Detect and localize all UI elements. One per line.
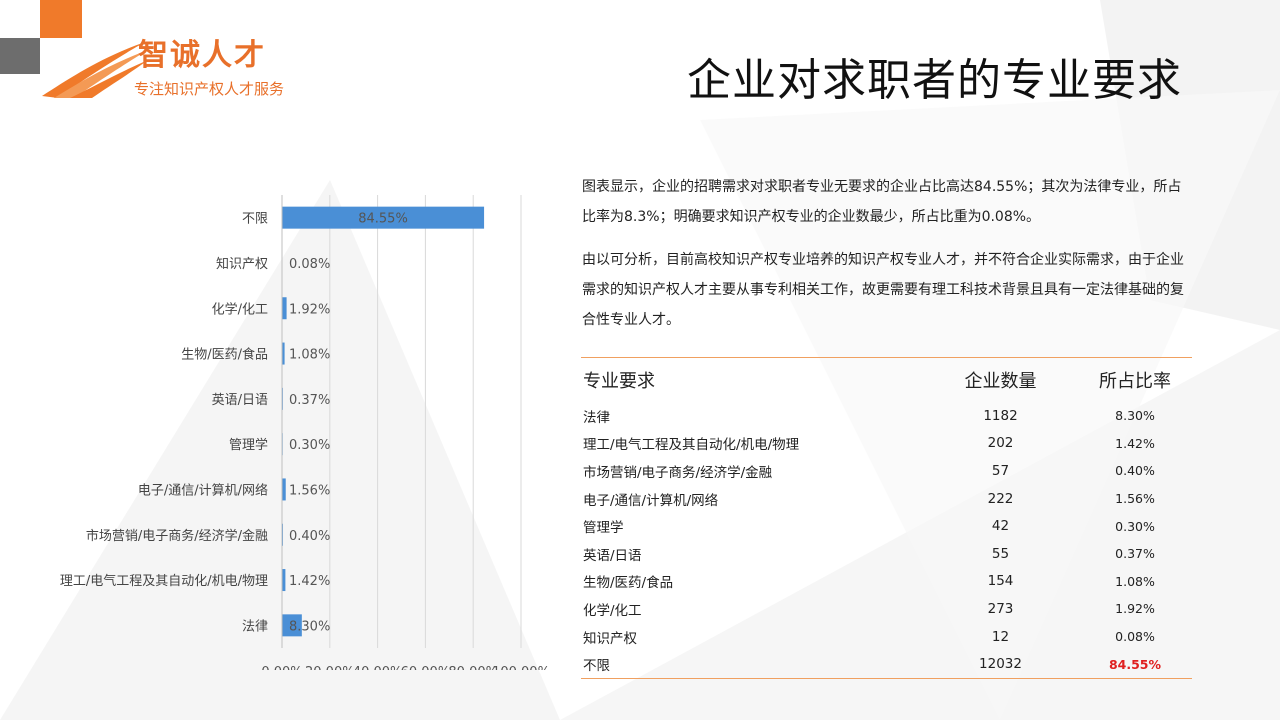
table-top-rule — [581, 357, 1192, 358]
x-tick-label: 40.00% — [353, 665, 403, 670]
table-cell-count: 273 — [987, 600, 1014, 617]
table-cell-count: 55 — [991, 545, 1010, 562]
table-cell-major: 市场营销/电子商务/经济学/金融 — [583, 464, 773, 481]
table-cell-major: 知识产权 — [583, 630, 637, 647]
table-cell-count: 12032 — [979, 656, 1022, 673]
table-cell-count: 154 — [987, 573, 1014, 590]
table-cell-major: 电子/通信/计算机/网络 — [583, 492, 719, 509]
table-cell-ratio: 0.40% — [1115, 463, 1155, 479]
logo-orange-square — [40, 0, 82, 38]
logo: 智诚人才 专注知识产权人才服务 — [0, 0, 320, 110]
table-cell-major: 理工/电气工程及其自动化/机电/物理 — [583, 437, 800, 454]
table-cell-count: 222 — [987, 490, 1014, 507]
page-title: 企业对求职者的专业要求 — [687, 55, 1182, 106]
table-row: 生物/医药/食品 154 1.08% — [581, 568, 1192, 596]
x-tick-label: 100.00% — [492, 665, 550, 670]
data-table: 专业要求 企业数量 所占比率 法律 1182 8.30% 理工/电气工程及其自动化/机… — [581, 357, 1192, 679]
table-header-major: 专业要求 — [583, 371, 655, 392]
category-label: 化学/化工 — [212, 301, 268, 317]
logo-slogan: 专注知识产权人才服务 — [134, 80, 285, 98]
table-cell-count: 12 — [991, 628, 1010, 645]
data-label: 1.56% — [289, 483, 330, 498]
table-row: 管理学 42 0.30% — [581, 512, 1192, 540]
bar — [282, 614, 302, 637]
category-label: 市场营销/电子商务/经济学/金融 — [86, 528, 268, 544]
logo-name: 智诚人才 — [138, 38, 266, 73]
table-cell-major: 化学/化工 — [583, 602, 642, 619]
table-row: 知识产权 12 0.08% — [581, 623, 1192, 651]
x-tick-label: 20.00% — [305, 665, 355, 670]
data-label: 0.37% — [289, 393, 330, 408]
analysis-paragraph-1: 图表显示，企业的招聘需求对求职者专业无要求的企业占比高达84.55%；其次为法律… — [582, 179, 1182, 225]
table-header-count: 企业数量 — [964, 371, 1037, 392]
table-row: 不限 12032 84.55% — [581, 650, 1192, 678]
table-row: 化学/化工 273 1.92% — [581, 595, 1192, 623]
bar — [282, 478, 286, 501]
table-cell-ratio: 1.42% — [1115, 435, 1155, 451]
category-label: 知识产权 — [216, 256, 268, 272]
bar — [282, 297, 287, 320]
table-cell-major: 管理学 — [583, 520, 624, 537]
category-label: 理工/电气工程及其自动化/机电/物理 — [60, 573, 268, 589]
table-cell-ratio: 1.08% — [1115, 573, 1155, 589]
table-cell-major: 法律 — [583, 409, 610, 426]
data-label: 0.40% — [289, 529, 330, 544]
table-cell-ratio: 1.56% — [1115, 491, 1155, 507]
x-tick-label: 60.00% — [401, 665, 451, 670]
table-cell-count: 202 — [987, 435, 1014, 452]
table-cell-ratio: 1.92% — [1115, 601, 1155, 617]
table-header-ratio: 所占比率 — [1099, 371, 1171, 392]
table-body: 法律 1182 8.30% 理工/电气工程及其自动化/机电/物理 202 1.42% 市场营… — [581, 402, 1192, 678]
bar — [282, 569, 286, 592]
table-row: 电子/通信/计算机/网络 222 1.56% — [581, 485, 1192, 513]
table-cell-major: 不限 — [583, 658, 610, 675]
data-label: 1.92% — [289, 302, 330, 317]
table-header-row: 专业要求 企业数量 所占比率 — [581, 358, 1192, 402]
category-label: 管理学 — [229, 437, 268, 453]
x-tick-label: 0.00% — [261, 665, 302, 670]
bar-chart: 0.00%20.00%40.00%60.00%80.00%100.00% 不限 84… — [60, 195, 550, 670]
logo-gray-square — [0, 38, 40, 74]
table-cell-major: 生物/医药/食品 — [583, 575, 674, 592]
table-cell-ratio: 0.37% — [1115, 546, 1155, 562]
bar — [282, 342, 285, 365]
category-label: 英语/日语 — [212, 393, 268, 408]
data-label: 1.08% — [289, 348, 330, 363]
analysis-paragraph-2: 由以可分析，目前高校知识产权专业培养的知识产权专业人才，并不符合企业实际需求，由… — [582, 252, 1184, 328]
table-cell-count: 42 — [991, 518, 1010, 535]
table-cell-major: 英语/日语 — [583, 547, 642, 564]
data-label: 84.55% — [358, 212, 408, 227]
category-label: 法律 — [242, 619, 268, 634]
table-row: 理工/电气工程及其自动化/机电/物理 202 1.42% — [581, 430, 1192, 458]
table-cell-count: 57 — [991, 462, 1010, 479]
table-cell-ratio: 84.55% — [1108, 656, 1162, 672]
category-label: 生物/医药/食品 — [181, 347, 268, 363]
table-cell-ratio: 0.08% — [1115, 629, 1155, 645]
table-row: 法律 1182 8.30% — [581, 402, 1192, 430]
table-row: 英语/日语 55 0.37% — [581, 540, 1192, 568]
data-label: 0.08% — [289, 257, 330, 272]
category-label: 不限 — [242, 212, 268, 227]
table-bottom-rule — [581, 677, 1192, 679]
category-label: 电子/通信/计算机/网络 — [138, 482, 268, 498]
table-cell-ratio: 8.30% — [1115, 408, 1155, 424]
bar — [282, 206, 485, 229]
table-row: 市场营销/电子商务/经济学/金融 57 0.40% — [581, 457, 1192, 485]
logo-swoosh-icon — [42, 42, 148, 98]
data-label: 8.30% — [289, 619, 330, 634]
table-cell-count: 1182 — [983, 407, 1018, 424]
x-tick-label: 80.00% — [448, 665, 498, 670]
data-label: 0.30% — [289, 438, 330, 453]
data-label: 1.42% — [289, 574, 330, 589]
table-cell-ratio: 0.30% — [1115, 518, 1155, 534]
